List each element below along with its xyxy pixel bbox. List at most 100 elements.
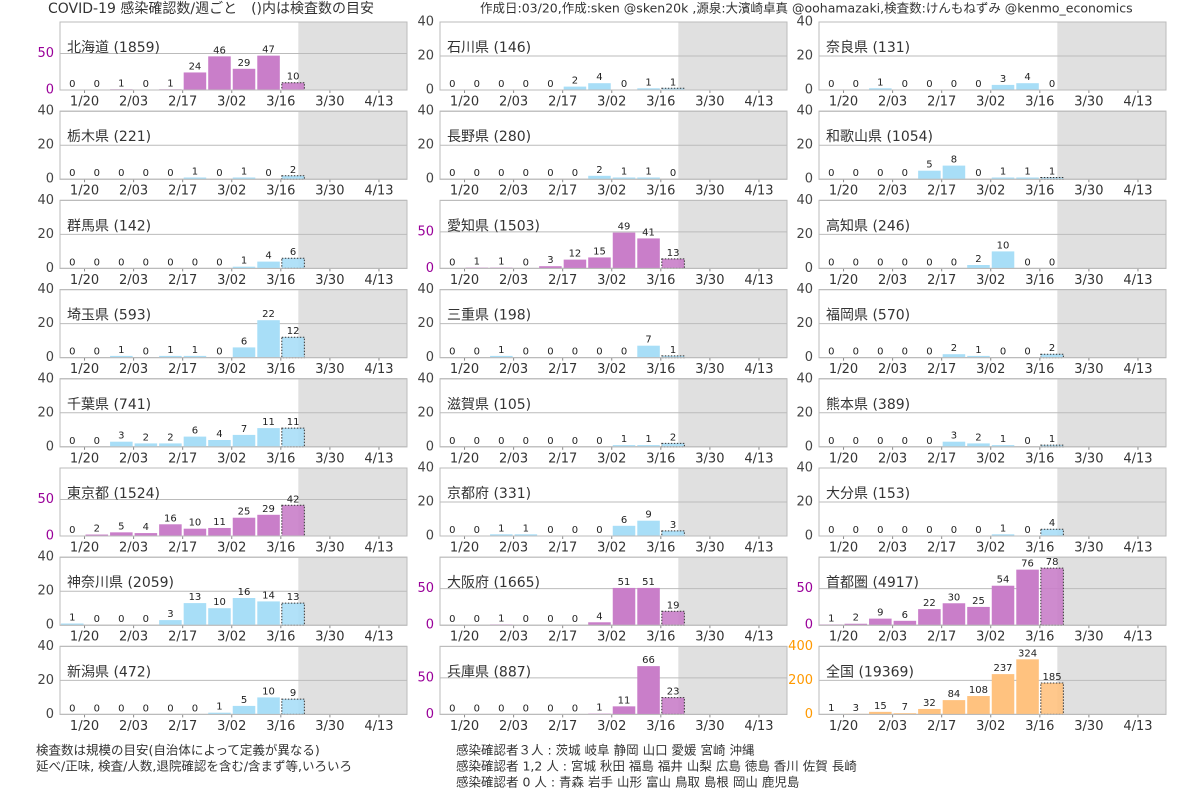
bar — [183, 72, 207, 90]
x-tick-label: 3/30 — [315, 273, 344, 288]
x-tick-label: 2/17 — [927, 630, 956, 645]
value-label: 4 — [1049, 518, 1055, 529]
value-label: 3 — [853, 703, 859, 714]
bar — [281, 504, 305, 537]
value-label: 0 — [69, 436, 75, 447]
plot-frame — [439, 467, 788, 537]
y-tick-label: 20 — [796, 405, 813, 420]
x-tick-label: 3/16 — [266, 719, 295, 734]
bar — [563, 86, 587, 90]
y-tick-label: 50 — [417, 581, 434, 596]
value-label: 0 — [498, 703, 504, 714]
x-tick-label: 4/13 — [744, 630, 773, 645]
y-tick-label: 40 — [796, 15, 813, 30]
value-label: 0 — [1000, 347, 1006, 358]
x-tick-label: 2/17 — [927, 95, 956, 110]
value-label: 7 — [241, 424, 247, 435]
plot-frame — [59, 378, 408, 448]
bar — [232, 705, 256, 715]
x-tick-label: 2/03 — [878, 95, 907, 110]
bar — [563, 259, 587, 269]
value-label: 0 — [449, 347, 455, 358]
value-label: 1 — [975, 345, 981, 356]
value-label: 1 — [645, 434, 651, 445]
y-tick-label: 0 — [426, 618, 434, 633]
plot-frame — [439, 110, 788, 180]
value-label: 0 — [192, 703, 198, 714]
value-label: 0 — [975, 79, 981, 90]
y-tick-label: 40 — [37, 639, 54, 654]
value-label: 0 — [547, 525, 553, 536]
value-label: 30 — [948, 592, 961, 603]
value-label: 0 — [94, 347, 100, 358]
value-label: 2 — [670, 432, 676, 443]
value-label: 0 — [449, 525, 455, 536]
note: 感染確認者 1,2 人 : 宮城 秋田 福島 福井 山梨 広島 徳島 香川 佐賀… — [456, 759, 857, 774]
bar — [661, 442, 685, 448]
y-tick-label: 0 — [426, 83, 434, 98]
value-label: 0 — [547, 79, 553, 90]
value-label: 23 — [667, 687, 680, 698]
x-tick-label: 3/02 — [217, 95, 246, 110]
shaded-region — [678, 200, 787, 269]
value-label: 1 — [828, 613, 834, 624]
x-tick-label: 4/13 — [1123, 451, 1152, 466]
value-label: 2 — [290, 165, 296, 176]
value-label: 1 — [1000, 523, 1006, 534]
bar — [661, 258, 685, 269]
x-tick-label: 3/30 — [695, 451, 724, 466]
y-tick-label: 20 — [37, 584, 54, 599]
value-label: 4 — [265, 251, 271, 262]
x-tick-label: 2/03 — [878, 541, 907, 556]
bar — [490, 355, 513, 358]
value-label: 0 — [523, 168, 529, 179]
value-label: 6 — [902, 610, 908, 621]
bar — [918, 609, 941, 626]
value-label: 0 — [1024, 257, 1030, 268]
value-label: 0 — [853, 525, 859, 536]
x-tick-label: 3/16 — [646, 630, 675, 645]
plot-frame — [59, 467, 408, 537]
y-tick-label: 0 — [46, 83, 54, 98]
x-tick-label: 3/30 — [1074, 184, 1103, 199]
value-label: 0 — [523, 436, 529, 447]
x-tick-label: 2/17 — [168, 273, 197, 288]
value-label: 0 — [926, 525, 932, 536]
x-tick-label: 2/17 — [548, 362, 577, 377]
x-tick-label: 3/16 — [1025, 184, 1054, 199]
bar — [588, 257, 611, 269]
x-tick-label: 3/02 — [217, 541, 246, 556]
value-label: 13 — [189, 592, 202, 603]
x-tick-label: 3/30 — [695, 630, 724, 645]
x-tick-label: 2/03 — [878, 362, 907, 377]
value-label: 0 — [902, 436, 908, 447]
x-tick-label: 2/17 — [168, 630, 197, 645]
x-tick-label: 2/03 — [119, 184, 148, 199]
x-tick-label: 3/16 — [266, 273, 295, 288]
value-label: 0 — [118, 168, 124, 179]
value-label: 2 — [572, 76, 578, 87]
plot-frame — [818, 110, 1167, 180]
value-label: 49 — [618, 222, 631, 233]
value-label: 10 — [213, 597, 226, 608]
value-label: 2 — [143, 432, 149, 443]
x-tick-label: 3/16 — [1025, 273, 1054, 288]
x-tick-label: 2/03 — [499, 95, 528, 110]
value-label: 0 — [1049, 79, 1055, 90]
bar — [1040, 682, 1064, 715]
x-tick-label: 2/03 — [119, 273, 148, 288]
bar — [588, 83, 611, 90]
y-tick-label: 0 — [805, 350, 813, 365]
value-label: 0 — [828, 525, 834, 536]
value-label: 25 — [238, 507, 251, 518]
value-label: 2 — [975, 254, 981, 265]
value-label: 3 — [547, 255, 553, 266]
value-label: 0 — [596, 525, 602, 536]
x-tick-label: 3/30 — [695, 184, 724, 199]
y-tick-label: 40 — [417, 15, 434, 30]
x-tick-label: 3/16 — [646, 184, 675, 199]
bar — [991, 84, 1015, 90]
panel-title: 和歌山県 (1054) — [826, 129, 933, 145]
y-tick-label: 20 — [796, 495, 813, 510]
bar — [942, 441, 966, 447]
